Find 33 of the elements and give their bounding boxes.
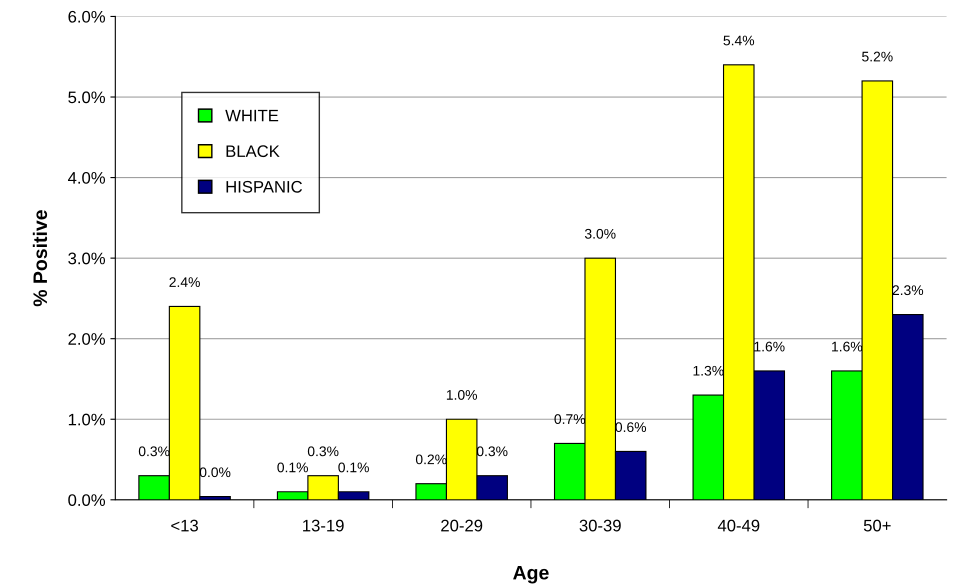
y-tick-label: 2.0% [68, 333, 106, 345]
y-tick-label: 5.0% [68, 91, 106, 104]
data-label: 0.1% [338, 462, 369, 472]
data-label: 5.2% [862, 52, 893, 62]
data-label: 0.6% [615, 422, 646, 432]
legend-label: BLACK [226, 145, 280, 158]
data-label: 2.4% [169, 277, 200, 287]
y-tick-label: 3.0% [68, 252, 106, 264]
data-label: 0.7% [554, 414, 586, 424]
x-tick-label: 13-19 [303, 520, 344, 532]
legend-label: HISPANIC [226, 180, 302, 193]
y-tick-label: 0.0% [68, 494, 106, 506]
data-label: 1.0% [446, 390, 478, 400]
data-label: 3.0% [584, 228, 616, 239]
legend-label: WHITE [225, 110, 278, 122]
data-label: 0.3% [308, 446, 338, 456]
x-axis-title: Age [513, 566, 549, 584]
x-tick-label: 20-29 [441, 520, 482, 532]
data-label: 1.6% [754, 342, 785, 352]
x-tick-label: 30-39 [580, 520, 621, 532]
y-tick-label: 6.0% [68, 10, 106, 23]
y-tick-label: 1.0% [68, 414, 106, 426]
data-label: 1.3% [694, 366, 724, 376]
data-label: 0.1% [277, 462, 308, 472]
data-label: 0.3% [138, 446, 170, 456]
data-label: 2.3% [892, 285, 924, 296]
x-tick-label: <13 [171, 520, 198, 532]
data-label: 0.2% [416, 454, 447, 464]
x-tick-label: 50+ [864, 520, 891, 532]
y-tick-label: 4.0% [68, 172, 106, 184]
data-label: 5.4% [723, 36, 754, 46]
y-axis-title: % Positive [32, 210, 48, 306]
x-tick-label: 40-49 [718, 520, 760, 532]
